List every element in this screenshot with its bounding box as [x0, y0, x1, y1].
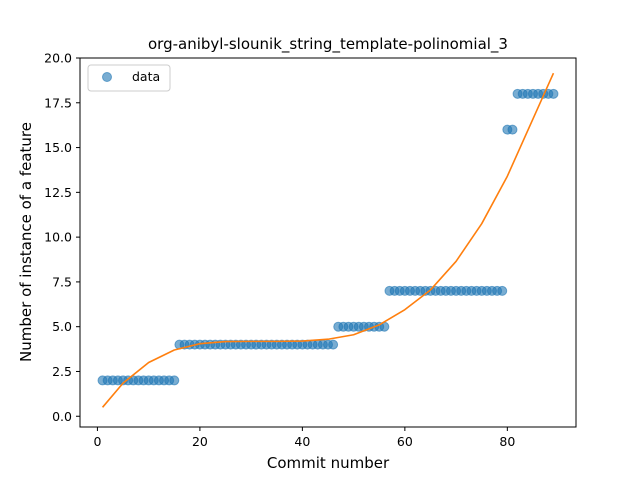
axes-frame	[79, 57, 577, 428]
data-point	[548, 88, 559, 99]
y-tick-label: 0.0	[52, 409, 72, 424]
y-tick-label: 10.0	[44, 230, 72, 245]
legend-box	[87, 64, 171, 92]
data-point	[328, 339, 339, 350]
x-axis-label: Commit number	[267, 454, 390, 472]
legend-marker-data	[102, 72, 112, 82]
y-tick-label: 20.0	[44, 51, 72, 66]
data-point	[169, 375, 180, 386]
x-tick-label: 80	[499, 434, 515, 449]
legend-label-data: data	[132, 69, 160, 84]
legend: data	[87, 64, 171, 92]
y-tick-label: 2.5	[52, 364, 72, 379]
fit-line	[101, 72, 555, 408]
x-axis: 0 20 40 60 80	[93, 427, 515, 449]
y-axis-label: Number of instance of a feature	[17, 122, 35, 362]
y-tick-label: 15.0	[44, 140, 72, 155]
y-tick-label: 7.5	[52, 274, 72, 289]
y-tick-label: 12.5	[44, 185, 72, 200]
plot-area	[97, 72, 559, 408]
chart-title: org-anibyl-slounik_string_template-polin…	[148, 35, 508, 54]
x-tick-label: 20	[192, 434, 208, 449]
data-point	[497, 285, 508, 296]
data-point	[507, 124, 518, 135]
y-tick-label: 17.5	[44, 95, 72, 110]
x-tick-label: 60	[397, 434, 413, 449]
x-tick-label: 0	[93, 434, 101, 449]
x-tick-label: 40	[294, 434, 310, 449]
y-tick-label: 5.0	[52, 319, 72, 334]
y-axis: 0.0 2.5 5.0 7.5 10.0 12.5 15.0 17.5 20.0	[44, 51, 80, 424]
